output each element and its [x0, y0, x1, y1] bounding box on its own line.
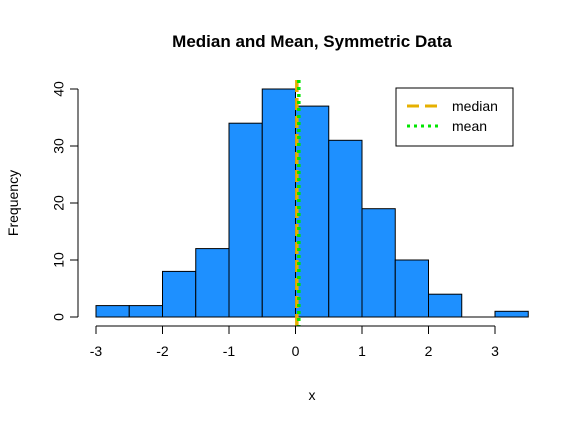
- x-tick-label: -2: [156, 343, 169, 359]
- histogram-bar: [494, 310, 529, 318]
- histogram-bars: [95, 88, 529, 318]
- x-tick-label: 0: [292, 343, 300, 359]
- histogram-bar: [394, 259, 429, 318]
- y-tick-label: 10: [51, 252, 67, 268]
- x-tick-label: -3: [90, 343, 103, 359]
- histogram-bar: [261, 88, 296, 318]
- x-axis: -3 -2 -1 0 1 2 3: [90, 325, 499, 359]
- y-tick-label: 40: [51, 81, 67, 97]
- legend-box: [395, 87, 514, 147]
- histogram-bar: [295, 105, 330, 318]
- histogram-bar: [95, 305, 130, 318]
- y-axis: 0 10 20 30 40: [51, 81, 79, 321]
- reference-lines: [295, 80, 301, 326]
- x-tick-label: -1: [223, 343, 236, 359]
- legend: median mean: [395, 87, 514, 147]
- legend-median-label: median: [452, 98, 498, 114]
- histogram-bar: [361, 208, 396, 318]
- y-tick-label: 0: [51, 313, 67, 321]
- legend-mean-label: mean: [452, 118, 487, 134]
- histogram-bar: [228, 122, 263, 318]
- chart-title: Median and Mean, Symmetric Data: [172, 32, 452, 51]
- histogram-bar: [428, 293, 463, 318]
- x-tick-label: 3: [491, 343, 499, 359]
- x-tick-label: 2: [425, 343, 433, 359]
- histogram-bar: [328, 139, 363, 318]
- histogram-bar: [195, 248, 230, 318]
- histogram-bar: [128, 305, 163, 318]
- y-tick-label: 30: [51, 138, 67, 154]
- y-tick-label: 20: [51, 195, 67, 211]
- x-axis-label: x: [309, 387, 316, 403]
- x-tick-label: 1: [358, 343, 366, 359]
- histogram-bar: [162, 270, 197, 318]
- y-axis-label: Frequency: [5, 170, 21, 236]
